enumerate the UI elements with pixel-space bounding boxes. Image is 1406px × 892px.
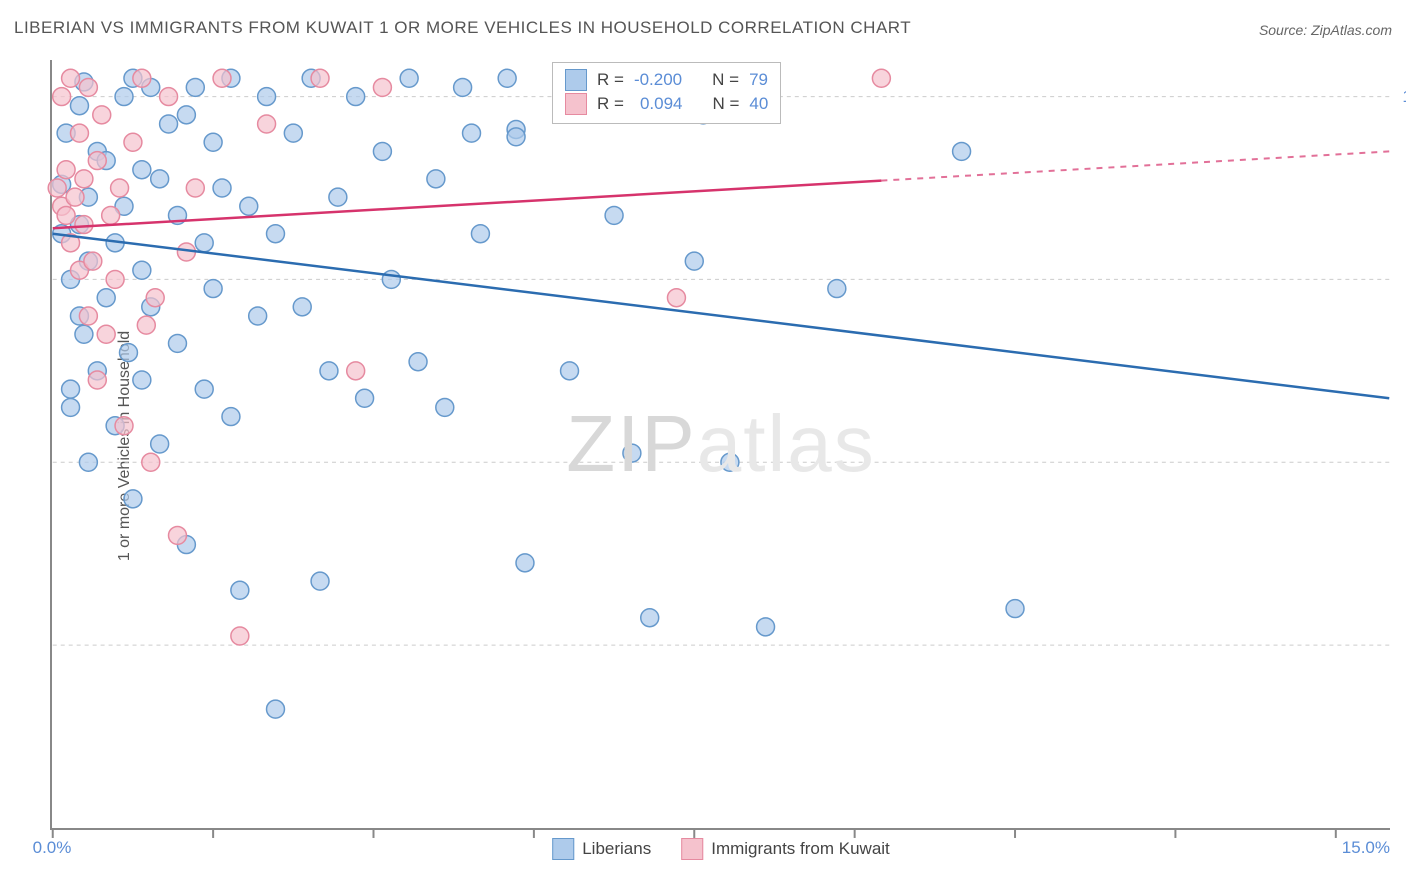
n-label: N = (712, 70, 739, 90)
r-label: R = (597, 70, 624, 90)
legend-stats: R = -0.200 N = 79 R = 0.094 N = 40 (552, 62, 781, 124)
y-tick-label: 100.0% (1402, 87, 1406, 107)
source-label: Source: ZipAtlas.com (1259, 22, 1392, 38)
legend-item: Liberians (552, 838, 651, 860)
legend-swatch (552, 838, 574, 860)
series-name: Liberians (582, 839, 651, 859)
plot-area: ZIPatlas R = -0.200 N = 79 R = 0.094 N =… (50, 60, 1390, 830)
r-label: R = (597, 94, 624, 114)
legend-stats-row: R = -0.200 N = 79 (565, 69, 768, 91)
r-value: 0.094 (634, 94, 683, 114)
plot-svg (52, 60, 1390, 828)
n-value: 79 (749, 70, 768, 90)
x-axis-min: 0.0% (33, 838, 72, 858)
series-name: Immigrants from Kuwait (711, 839, 890, 859)
legend-item: Immigrants from Kuwait (681, 838, 890, 860)
n-value: 40 (749, 94, 768, 114)
legend-swatch (681, 838, 703, 860)
r-value: -0.200 (634, 70, 682, 90)
legend-series: Liberians Immigrants from Kuwait (552, 838, 890, 860)
legend-stats-row: R = 0.094 N = 40 (565, 93, 768, 115)
correlation-chart: LIBERIAN VS IMMIGRANTS FROM KUWAIT 1 OR … (0, 0, 1406, 892)
n-label: N = (712, 94, 739, 114)
x-axis-max: 15.0% (1342, 838, 1390, 858)
legend-swatch (565, 69, 587, 91)
chart-title: LIBERIAN VS IMMIGRANTS FROM KUWAIT 1 OR … (14, 18, 911, 38)
legend-swatch (565, 93, 587, 115)
